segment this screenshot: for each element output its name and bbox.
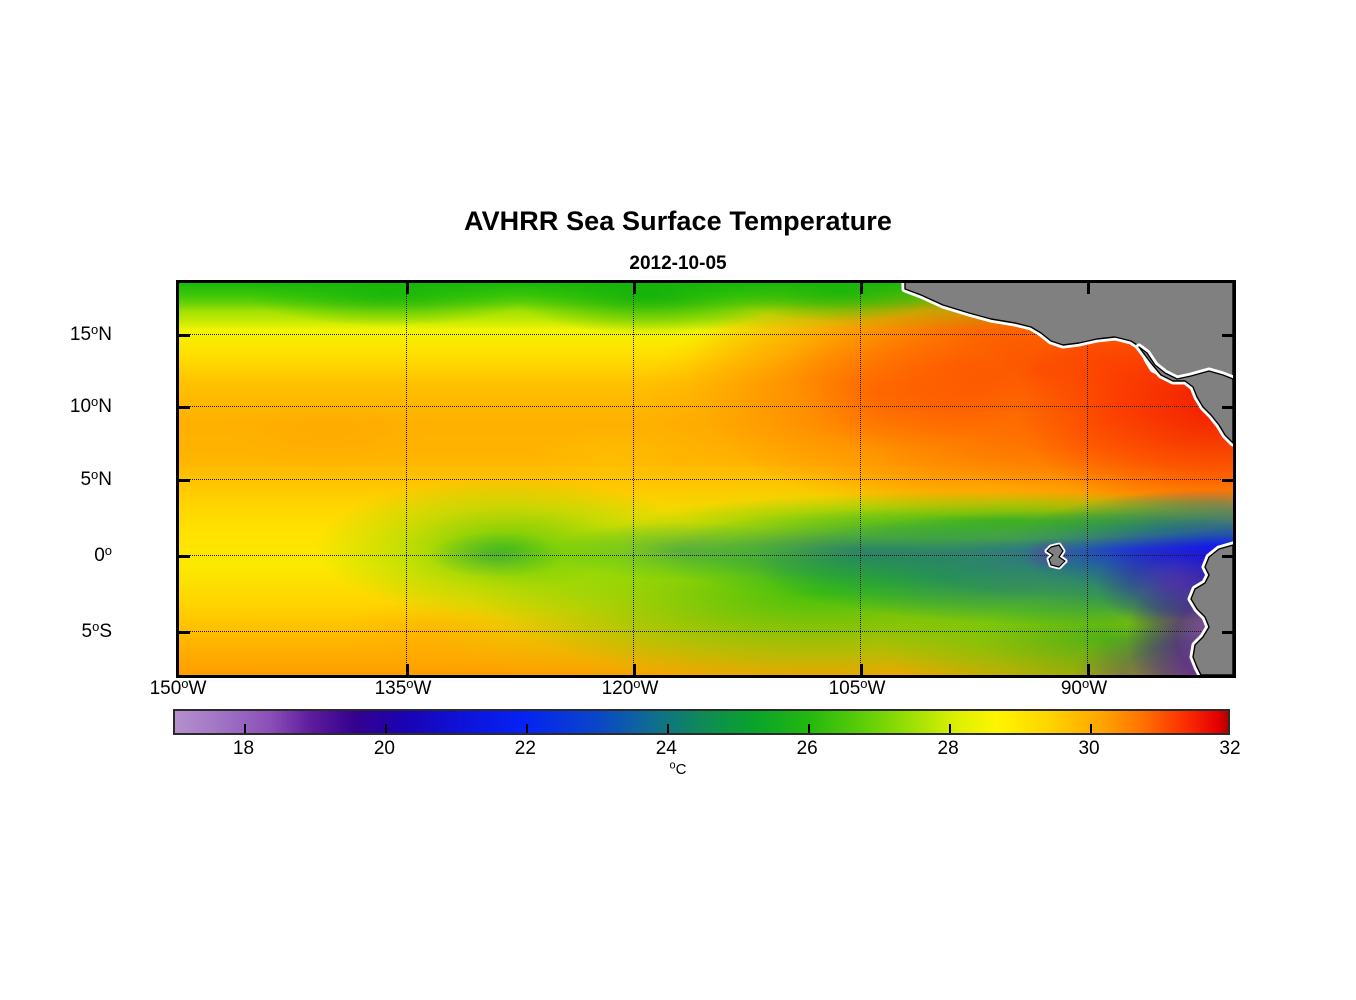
ytick-mark-0 (179, 555, 190, 558)
gridline-lon-90w (1087, 283, 1088, 675)
gridline-lat-0 (179, 555, 1233, 556)
colorbar-tick-18 (244, 724, 247, 733)
gridline-lon-135w (406, 283, 407, 675)
ytick-mark-right-5n (1222, 479, 1233, 482)
colorbar-tick-label-28: 28 (937, 738, 959, 759)
page-title: AVHRR Sea Surface Temperature (463, 206, 893, 236)
isthmus-panama-landmass-fill (1138, 346, 1233, 444)
ytick-label-15n: 15oN (69, 321, 112, 345)
xtick-label-135w: 135oW (374, 675, 432, 699)
gridline-lat-10n (179, 406, 1233, 407)
ytick-mark-right-5s (1222, 631, 1233, 634)
ytick-mark-5s (179, 631, 190, 634)
colorbar-unit-label: oC (669, 759, 687, 778)
ytick-label-5n: 5oN (80, 466, 112, 490)
gridline-lon-120w (633, 283, 634, 675)
xtick-mark-135w (406, 664, 409, 675)
xtick-mark-top-90w (1087, 283, 1090, 294)
map-axes (176, 280, 1236, 678)
xtick-mark-120w (633, 664, 636, 675)
gridline-lat-5n (179, 479, 1233, 480)
xtick-label-120w: 120oW (601, 675, 659, 699)
colorbar-tick-label-20: 20 (373, 738, 395, 759)
sst-field (179, 283, 1233, 675)
gridline-lat-5s (179, 631, 1233, 632)
gridline-lat-15n (179, 334, 1233, 335)
ytick-mark-10n (179, 406, 190, 409)
colorbar-gradient (175, 711, 1228, 733)
ytick-label-10n: 10oN (69, 393, 112, 417)
colorbar-tick-24 (667, 724, 670, 733)
gridline-lon-105w (860, 283, 861, 675)
xtick-mark-top-120w (633, 283, 636, 294)
xtick-mark-top-135w (406, 283, 409, 294)
ytick-mark-15n (179, 334, 190, 337)
ytick-mark-right-0 (1222, 555, 1233, 558)
xtick-label-105w: 105oW (828, 675, 886, 699)
ytick-mark-right-10n (1222, 406, 1233, 409)
colorbar-tick-label-18: 18 (232, 738, 255, 759)
subtitle-date: 2012-10-05 (629, 253, 727, 274)
ytick-mark-right-15n (1222, 334, 1233, 337)
south-america-landmass-fill (1190, 544, 1233, 675)
colorbar-tick-label-24: 24 (655, 738, 677, 759)
galapagos-islands-landmass-fill (1046, 544, 1066, 568)
ytick-mark-5n (179, 479, 190, 482)
colorbar-tick-label-30: 30 (1078, 738, 1100, 759)
colorbar-tick-22 (526, 724, 529, 733)
colorbar-tick-30 (1090, 724, 1093, 733)
colorbar-tick-20 (385, 724, 388, 733)
colorbar-tick-28 (949, 724, 952, 733)
colorbar-tick-26 (808, 724, 811, 733)
ytick-label-0: 0o (94, 542, 112, 566)
land-overlay (901, 283, 1233, 675)
xtick-label-90w: 90oW (1060, 675, 1108, 699)
xtick-mark-top-105w (860, 283, 863, 294)
ytick-label-5s: 5oS (81, 618, 113, 642)
xtick-mark-105w (860, 664, 863, 675)
colorbar (173, 709, 1230, 735)
colorbar-tick-label-26: 26 (796, 738, 818, 759)
colorbar-tick-label-32: 32 (1219, 738, 1241, 759)
xtick-label-150w: 150oW (149, 675, 207, 699)
xtick-mark-90w (1087, 664, 1090, 675)
colorbar-tick-label-22: 22 (514, 738, 536, 759)
